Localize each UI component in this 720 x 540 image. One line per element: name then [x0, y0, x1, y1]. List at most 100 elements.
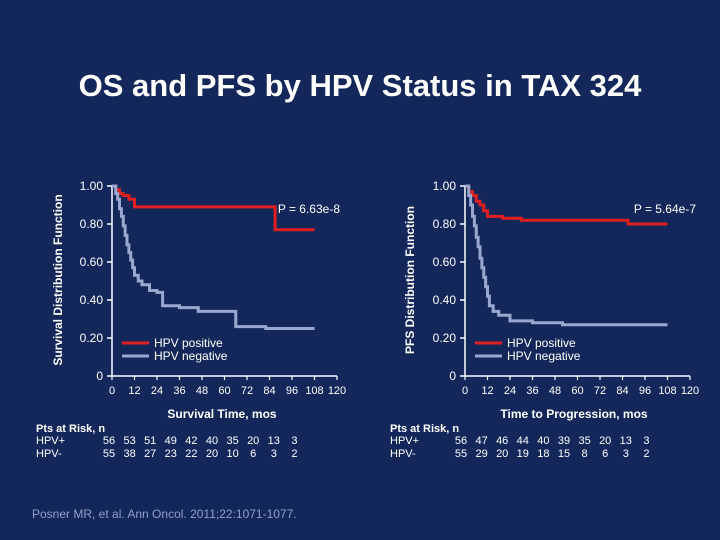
risk-value: 3	[270, 448, 277, 460]
pfs-series-hpv-positive	[465, 184, 668, 226]
risk-value: 15	[557, 448, 571, 460]
risk-value: 23	[164, 448, 177, 460]
risk-value: 51	[144, 435, 157, 447]
os-risk-label: HPV+	[36, 435, 66, 447]
risk-value: 6	[250, 448, 257, 460]
os-x-tick-label: 72	[241, 385, 253, 397]
os-y-tick-label: 0.80	[80, 217, 104, 231]
os-risk-row-hpv-pos: HPV+ 56 53 51 49 42 40 35 20 13 3	[36, 435, 336, 448]
risk-value: 55	[102, 448, 116, 460]
pfs-y-tick-label: 1.00	[433, 179, 457, 193]
risk-value: 10	[226, 448, 239, 460]
citation: Posner MR, et al. Ann Oncol. 2011;22:107…	[32, 507, 297, 521]
os-x-tick-label: 12	[128, 385, 140, 397]
risk-value: 2	[291, 448, 298, 460]
pfs-x-tick-label: 72	[594, 385, 606, 397]
pfs-y-tick-label: 0	[449, 369, 456, 383]
risk-value: 6	[602, 448, 609, 460]
os-x-tick-label: 0	[109, 385, 115, 397]
pfs-risk-label: HPV-	[390, 448, 416, 460]
os-x-axis-title: Survival Time, mos	[167, 407, 276, 421]
risk-value: 20	[247, 435, 260, 447]
pfs-y-axis-title: PFS Distribution Function	[403, 206, 417, 354]
os-series-hpv-negative	[112, 184, 315, 330]
risk-value: 3	[291, 435, 298, 447]
pfs-legend-label: HPV negative	[507, 349, 581, 363]
pfs-x-tick-label: 24	[504, 385, 516, 397]
risk-value: 56	[454, 435, 468, 447]
os-legend-label: HPV positive	[154, 336, 223, 350]
os-x-tick-label: 48	[196, 385, 208, 397]
pfs-risk-row-hpv-pos: HPV+ 56 47 46 44 40 39 35 20 13 3	[390, 435, 700, 448]
risk-value: 18	[537, 448, 550, 460]
risk-value: 19	[516, 448, 529, 460]
pfs-y-tick-label: 0.20	[433, 331, 457, 345]
os-x-tick-label: 60	[218, 385, 230, 397]
os-risk-row-hpv-neg: HPV- 55 38 27 23 22 20 10 6 3 2	[36, 448, 336, 461]
risk-value: 13	[267, 435, 280, 447]
pfs-y-tick-label: 0.40	[433, 293, 457, 307]
os-x-tick-label: 24	[151, 385, 163, 397]
risk-value: 46	[496, 435, 509, 447]
pfs-series-hpv-negative	[465, 184, 668, 327]
risk-value: 40	[205, 435, 219, 447]
pfs-x-tick-label: 84	[616, 385, 628, 397]
os-risk-header: Pts at Risk, n	[36, 423, 106, 435]
os-y-tick-label: 0.40	[80, 293, 104, 307]
os-legend-label: HPV negative	[154, 349, 228, 363]
os-x-tick-label: 84	[263, 385, 275, 397]
pfs-x-tick-label: 108	[658, 385, 676, 397]
risk-value: 49	[164, 435, 177, 447]
os-x-tick-label: 36	[173, 385, 185, 397]
os-y-tick-label: 0.60	[80, 255, 104, 269]
pfs-x-tick-label: 60	[571, 385, 583, 397]
risk-value: 20	[599, 435, 612, 447]
pfs-legend-label: HPV positive	[507, 336, 576, 350]
pfs-x-tick-label: 0	[462, 385, 468, 397]
risk-value: 47	[475, 435, 488, 447]
risk-value: 2	[643, 448, 650, 460]
risk-value: 13	[619, 435, 632, 447]
risk-value: 22	[185, 448, 198, 460]
risk-value: 53	[123, 435, 136, 447]
pfs-risk-table: Pts at Risk, n HPV+ 56 47 46 44 40 39 35 20 13 3 …	[390, 423, 700, 461]
os-y-tick-label: 0.20	[80, 331, 104, 345]
risk-value: 35	[226, 435, 239, 447]
risk-value: 35	[578, 435, 591, 447]
pfs-x-tick-label: 36	[526, 385, 538, 397]
risk-value: 56	[102, 435, 116, 447]
pfs-x-axis-title: Time to Progression, mos	[500, 407, 647, 421]
risk-value: 55	[454, 448, 468, 460]
risk-value: 38	[123, 448, 136, 460]
pfs-x-tick-label: 12	[481, 385, 493, 397]
pfs-p-value: P = 5.64e-7	[634, 202, 696, 216]
risk-value: 8	[581, 448, 588, 460]
os-y-tick-label: 1.00	[80, 179, 104, 193]
risk-value: 29	[475, 448, 488, 460]
pfs-y-tick-label: 0.60	[433, 255, 457, 269]
os-x-tick-label: 120	[328, 385, 346, 397]
os-risk-table: Pts at Risk, n HPV+ 56 53 51 49 42 40 35 20 13 3 …	[36, 423, 336, 461]
pfs-x-tick-label: 96	[639, 385, 651, 397]
risk-value: 3	[643, 435, 650, 447]
os-risk-label: HPV-	[36, 448, 62, 460]
os-y-tick-label: 0	[96, 369, 103, 383]
risk-value: 27	[144, 448, 157, 460]
pfs-x-tick-label: 48	[549, 385, 561, 397]
pfs-risk-header: Pts at Risk, n	[390, 423, 460, 435]
pfs-risk-row-hpv-neg: HPV- 55 29 20 19 18 15 8 6 3 2	[390, 448, 700, 461]
os-p-value: P = 6.63e-8	[278, 202, 340, 216]
os-y-axis-title: Survival Distribution Function	[51, 194, 65, 365]
risk-value: 44	[516, 435, 529, 447]
risk-value: 20	[496, 448, 509, 460]
page-title: OS and PFS by HPV Status in TAX 324	[78, 68, 642, 103]
risk-value: 42	[185, 435, 198, 447]
risk-value: 40	[537, 435, 550, 447]
pfs-x-tick-label: 120	[681, 385, 699, 397]
os-x-tick-label: 96	[286, 385, 298, 397]
risk-value: 39	[557, 435, 571, 447]
os-x-tick-label: 108	[305, 385, 323, 397]
pfs-y-tick-label: 0.80	[433, 217, 457, 231]
pfs-risk-label: HPV+	[390, 435, 420, 447]
